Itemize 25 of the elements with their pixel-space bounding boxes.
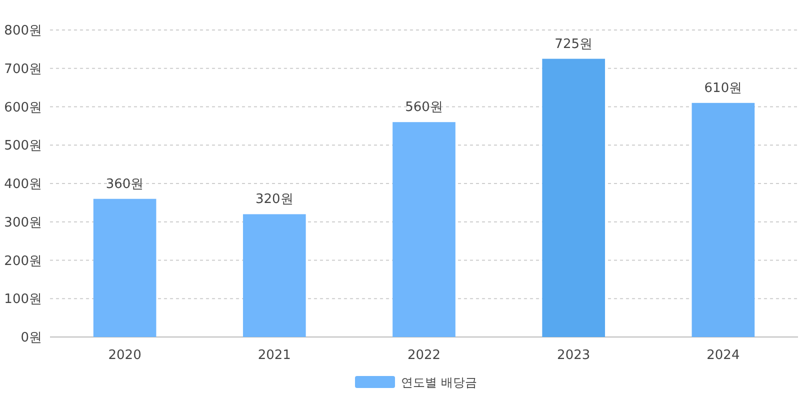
- x-tick-label: 2023: [557, 348, 590, 363]
- legend-label: 연도별 배당금: [401, 376, 477, 390]
- y-tick-label: 800원: [4, 24, 42, 38]
- y-tick-label: 500원: [4, 138, 42, 154]
- x-tick-label: 2020: [108, 348, 142, 363]
- bar: [242, 214, 306, 337]
- y-tick-label: 300원: [4, 215, 42, 230]
- bar: [692, 102, 755, 337]
- bar: [392, 122, 456, 337]
- data-label: 360원: [106, 176, 144, 192]
- y-tick-label: 700원: [4, 62, 42, 77]
- y-tick-label: 200원: [4, 254, 42, 269]
- y-tick-label: 600원: [4, 100, 42, 116]
- data-label: 725원: [554, 36, 593, 52]
- y-tick-label: 100원: [4, 292, 42, 308]
- bar: [542, 58, 606, 337]
- x-tick-label: 2024: [706, 348, 740, 363]
- y-tick-label: 0원: [20, 330, 42, 346]
- bar: [93, 198, 156, 337]
- data-label: 560원: [405, 100, 443, 116]
- data-label: 320원: [255, 192, 294, 208]
- x-tick-label: 2021: [258, 348, 291, 363]
- y-tick-label: 400원: [4, 177, 42, 192]
- data-label: 610원: [704, 80, 742, 96]
- x-tick-label: 2022: [407, 348, 441, 363]
